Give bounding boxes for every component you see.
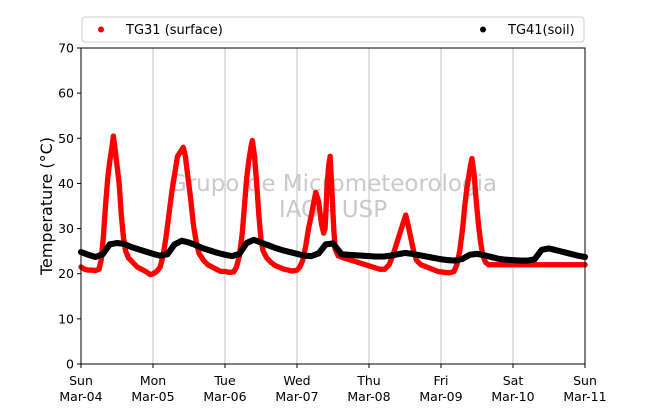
legend-label: TG41(soil) <box>507 23 575 38</box>
y-tick-label: 10 <box>58 311 74 326</box>
legend-box <box>81 16 585 43</box>
x-tick-label-day: Wed <box>283 373 310 388</box>
x-tick-label-date: Mar-04 <box>59 389 102 404</box>
legend-marker <box>480 26 486 33</box>
x-tick-label-date: Mar-11 <box>563 389 606 404</box>
y-tick-label: 60 <box>58 86 74 101</box>
series-layer <box>77 133 589 278</box>
grid-lines <box>152 48 514 364</box>
x-axis: SunMar-04MonMar-05TueMar-06WedMar-07ThuM… <box>59 364 607 404</box>
x-tick-label-date: Mar-07 <box>275 389 318 404</box>
x-tick-label-day: Sat <box>503 373 524 388</box>
legend-label: TG31 (surface) <box>125 23 223 38</box>
plot-frame <box>80 47 586 365</box>
y-tick-label: 40 <box>58 176 74 191</box>
legend: TG31 (surface) TG41(soil) <box>81 16 585 43</box>
y-tick-label: 30 <box>58 221 74 236</box>
x-tick-label-day: Tue <box>213 373 236 388</box>
y-tick-label: 20 <box>58 266 74 281</box>
y-axis-label: Temperature (°C) <box>37 137 56 276</box>
x-tick-label-date: Mar-08 <box>347 389 390 404</box>
y-tick-label: 0 <box>66 357 74 372</box>
y-axis: 0 10 20 30 40 50 60 70 <box>58 41 81 372</box>
series-tg41-soil <box>77 236 589 264</box>
x-tick-label-day: Sun <box>69 373 93 388</box>
y-tick-label: 50 <box>58 131 74 146</box>
x-tick-label-day: Mon <box>140 373 166 388</box>
x-tick-label-date: Mar-05 <box>131 389 174 404</box>
x-tick-label-date: Mar-10 <box>491 389 534 404</box>
x-tick-label-date: Mar-09 <box>419 389 462 404</box>
x-tick-label-day: Thu <box>356 373 380 388</box>
y-tick-label: 70 <box>58 41 74 56</box>
x-tick-label-day: Fri <box>434 373 449 388</box>
x-tick-label-day: Sun <box>573 373 597 388</box>
legend-marker <box>98 26 104 33</box>
x-tick-label-date: Mar-06 <box>203 389 246 404</box>
